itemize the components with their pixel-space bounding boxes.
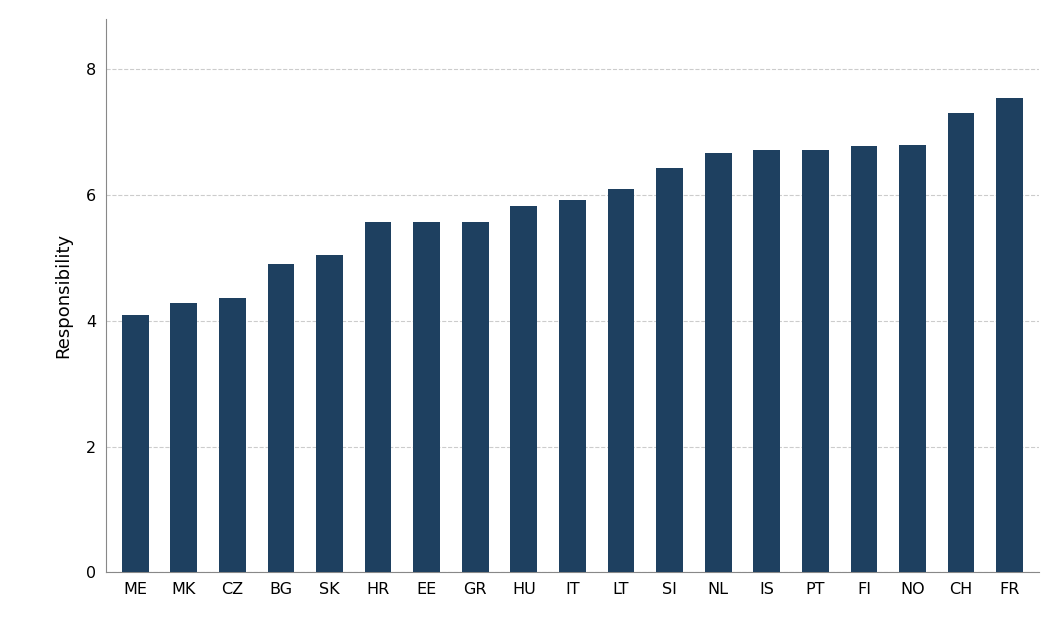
Bar [462,222,489,572]
Bar [850,146,878,572]
Bar [899,145,925,572]
Bar [122,315,148,572]
Bar [754,150,780,572]
Bar [267,265,295,572]
Bar [607,189,634,572]
Y-axis label: Responsibility: Responsibility [54,233,72,358]
Bar [171,303,197,572]
Bar [802,150,829,572]
Bar [948,113,974,572]
Bar [219,298,246,572]
Bar [413,222,440,572]
Bar [656,168,683,572]
Bar [365,222,391,572]
Bar [559,200,586,572]
Bar [705,153,731,572]
Bar [996,98,1023,572]
Bar [511,207,537,572]
Bar [316,255,342,572]
